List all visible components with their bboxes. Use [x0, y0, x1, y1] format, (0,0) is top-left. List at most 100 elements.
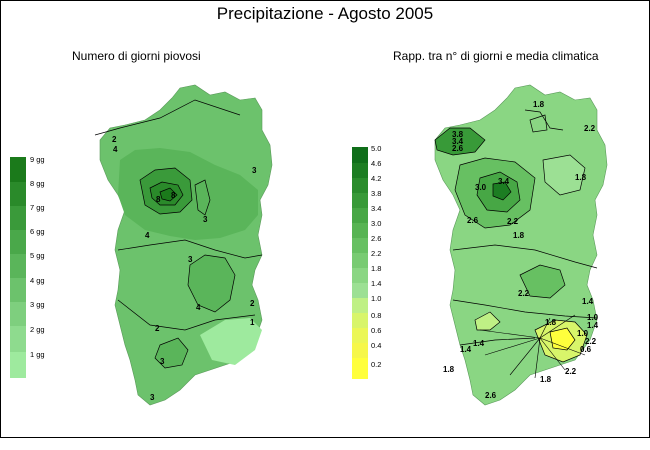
right-legend-swatch [352, 358, 368, 379]
left-legend-swatch [10, 230, 26, 254]
contour-label: 0.6 [580, 345, 592, 354]
contour-line [509, 337, 541, 376]
legend-label: 3.8 [371, 189, 381, 198]
right-legend-swatch [352, 343, 368, 358]
legend-label: 6 gg [30, 227, 45, 236]
contour-label: 2.2 [565, 367, 577, 376]
figure-title: Precipitazione - Agosto 2005 [216, 4, 434, 23]
left-region-9gg [159, 187, 178, 202]
contour-label: 3 [188, 255, 193, 264]
left-region-1gg [200, 318, 262, 365]
legend-label: 1.0 [371, 294, 381, 303]
right-legend-swatch [352, 298, 368, 313]
right-contour-cluster [479, 314, 586, 379]
left-legend-swatch [10, 157, 26, 182]
contour-label: 2.2 [518, 289, 530, 298]
legend-label: 4.6 [371, 159, 381, 168]
contour-label: 3 [160, 357, 165, 366]
contour-label: 2.2 [584, 124, 596, 133]
contour-label: 4 [113, 145, 118, 154]
contour-label: 3 [203, 215, 208, 224]
right-map: 1.8 2.2 3.8 3.4 2.6 3.0 3.4 1.8 2.6 2.2 … [434, 84, 608, 406]
left-contour [117, 299, 256, 331]
contour-line [479, 329, 541, 339]
right-legend-swatch [352, 253, 368, 268]
left-region-southwest [154, 337, 189, 369]
left-map: 2 4 3 8 8 4 3 3 4 2 2 1 3 3 [94, 84, 273, 406]
right-legend-swatch [352, 313, 368, 328]
contour-label: 1.8 [443, 365, 455, 374]
left-contour [194, 179, 211, 216]
contour-label: 3 [150, 393, 155, 402]
right-region-core-4 [492, 181, 512, 201]
right-contour [524, 109, 564, 131]
contour-line [534, 337, 541, 379]
contour-label: 4 [145, 231, 150, 240]
left-legend-swatch [10, 182, 26, 206]
legend-label: 0.8 [371, 311, 381, 320]
legend-label: 8 gg [30, 179, 45, 188]
contour-label: 8 [156, 195, 161, 204]
contour-label: 1.8 [533, 100, 545, 109]
legend-label: 0.2 [371, 360, 381, 369]
contour-label: 2.6 [485, 391, 497, 400]
left-legend-swatch [10, 302, 26, 326]
right-legend-swatch [352, 238, 368, 253]
contour-label: 1.4 [587, 321, 599, 330]
right-contour [529, 114, 548, 133]
contour-label: 2.6 [452, 144, 464, 153]
legend-label: 2.6 [371, 234, 381, 243]
legend-label: 3 gg [30, 300, 45, 309]
right-legend-swatch [352, 163, 368, 178]
right-contour [452, 299, 598, 319]
right-map-subtitle: Rapp. tra n° di giorni e media climatica [393, 49, 599, 63]
left-legend: 9 gg 8 gg 7 gg 6 gg 5 gg 4 gg 3 gg 2 gg … [10, 155, 45, 378]
contour-line [484, 337, 541, 356]
legend-label: 4 gg [30, 276, 45, 285]
contour-label: 2 [155, 324, 160, 333]
contour-label: 2.2 [507, 217, 519, 226]
contour-line [539, 337, 586, 356]
right-region-south-lowest [549, 327, 576, 351]
legend-label: 2.2 [371, 249, 381, 258]
contour-line [539, 337, 566, 371]
right-legend-swatch [352, 193, 368, 208]
contour-label: 1.0 [587, 313, 599, 322]
legend-label: 9 gg [30, 155, 45, 164]
legend-label: 3.4 [371, 204, 381, 213]
right-legend: 5.0 4.6 4.2 3.8 3.4 3.0 2.6 2.2 1.8 1.4 … [352, 144, 381, 379]
contour-label: 1 [250, 318, 255, 327]
legend-label: 2 gg [30, 325, 45, 334]
contour-line [539, 317, 551, 339]
right-region-nw-high [434, 127, 486, 156]
right-legend-swatch [352, 178, 368, 193]
contour-label: 1.8 [575, 173, 587, 182]
contour-label: 2 [250, 299, 255, 308]
legend-label: 5.0 [371, 144, 381, 153]
contour-label: 3.0 [475, 183, 487, 192]
left-legend-swatch [10, 206, 26, 230]
right-legend-swatch [352, 147, 368, 163]
contour-label: 2.2 [585, 337, 597, 346]
contour-label: 1.4 [473, 339, 485, 348]
left-legend-swatch [10, 278, 26, 302]
contour-label: 4 [196, 303, 201, 312]
contour-label: 3.4 [452, 137, 464, 146]
left-region-south-4gg [187, 254, 236, 313]
contour-label: 1.4 [460, 345, 472, 354]
contour-label: 3.8 [452, 130, 464, 139]
legend-label: 5 gg [30, 251, 45, 260]
contour-label: 3.4 [498, 177, 510, 186]
legend-label: 0.6 [371, 326, 381, 335]
right-region-southwest [474, 311, 501, 331]
legend-label: 3.0 [371, 219, 381, 228]
legend-label: 7 gg [30, 203, 45, 212]
right-legend-swatch [352, 208, 368, 223]
contour-label: 1.8 [545, 318, 557, 327]
legend-label: 1 gg [30, 350, 45, 359]
contour-label: 2 [112, 135, 117, 144]
contour-label: 2.6 [467, 216, 479, 225]
legend-label: 4.2 [371, 174, 381, 183]
legend-label: 0.4 [371, 341, 381, 350]
